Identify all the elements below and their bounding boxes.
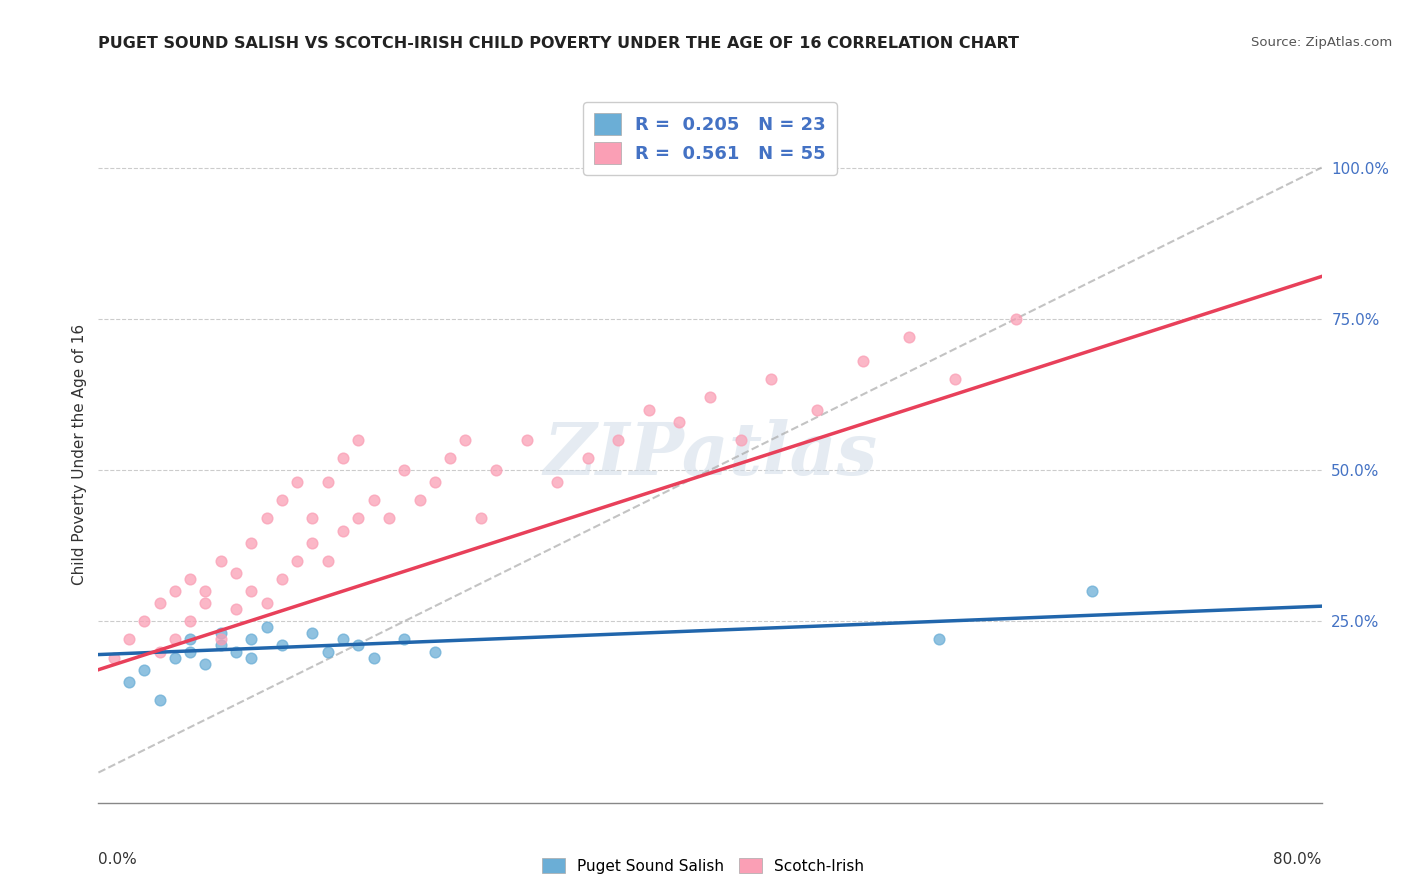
Point [943, 372, 966, 386]
Point [546, 475, 568, 490]
Point [270, 493, 292, 508]
Point [179, 644, 201, 658]
Point [163, 650, 186, 665]
Y-axis label: Child Poverty Under the Age of 16: Child Poverty Under the Age of 16 [72, 325, 87, 585]
Point [668, 415, 690, 429]
Point [470, 511, 492, 525]
Point [149, 644, 172, 658]
Point [225, 566, 247, 580]
Point [316, 554, 339, 568]
Point [423, 644, 446, 658]
Point [576, 450, 599, 465]
Text: 80.0%: 80.0% [1274, 852, 1322, 866]
Point [332, 450, 354, 465]
Point [363, 650, 385, 665]
Point [378, 511, 401, 525]
Point [240, 535, 263, 549]
Point [392, 632, 416, 647]
Point [392, 463, 416, 477]
Point [332, 524, 354, 538]
Point [270, 639, 292, 653]
Point [607, 433, 630, 447]
Point [347, 511, 370, 525]
Point [149, 693, 172, 707]
Point [347, 433, 370, 447]
Point [699, 391, 721, 405]
Point [256, 596, 278, 610]
Point [363, 493, 385, 508]
Point [256, 511, 278, 525]
Point [194, 596, 217, 610]
Point [256, 620, 278, 634]
Point [149, 596, 172, 610]
Point [316, 644, 339, 658]
Point [332, 632, 354, 647]
Point [118, 632, 141, 647]
Text: ZIPatlas: ZIPatlas [543, 419, 877, 491]
Point [347, 639, 370, 653]
Text: 0.0%: 0.0% [98, 852, 138, 866]
Point [316, 475, 339, 490]
Point [759, 372, 782, 386]
Point [209, 639, 232, 653]
Point [163, 632, 186, 647]
Point [179, 572, 201, 586]
Point [103, 650, 125, 665]
Point [179, 615, 201, 629]
Point [806, 402, 828, 417]
Point [897, 330, 920, 344]
Point [163, 584, 186, 599]
Point [240, 584, 263, 599]
Point [194, 584, 217, 599]
Point [301, 511, 323, 525]
Point [285, 475, 308, 490]
Point [209, 626, 232, 640]
Point [1081, 584, 1104, 599]
Point [485, 463, 508, 477]
Point [730, 433, 752, 447]
Point [194, 657, 217, 671]
Point [423, 475, 446, 490]
Legend: R =  0.205   N = 23, R =  0.561   N = 55: R = 0.205 N = 23, R = 0.561 N = 55 [583, 103, 837, 175]
Point [516, 433, 538, 447]
Point [637, 402, 661, 417]
Point [225, 644, 247, 658]
Point [240, 632, 263, 647]
Point [209, 554, 232, 568]
Point [439, 450, 461, 465]
Point [1004, 311, 1026, 326]
Legend: Puget Sound Salish, Scotch-Irish: Puget Sound Salish, Scotch-Irish [536, 852, 870, 880]
Point [225, 602, 247, 616]
Point [209, 632, 232, 647]
Point [134, 615, 156, 629]
Text: Source: ZipAtlas.com: Source: ZipAtlas.com [1251, 36, 1392, 49]
Point [454, 433, 477, 447]
Point [270, 572, 292, 586]
Point [928, 632, 950, 647]
Point [240, 650, 263, 665]
Point [301, 535, 323, 549]
Point [134, 663, 156, 677]
Point [301, 626, 323, 640]
Point [408, 493, 430, 508]
Text: PUGET SOUND SALISH VS SCOTCH-IRISH CHILD POVERTY UNDER THE AGE OF 16 CORRELATION: PUGET SOUND SALISH VS SCOTCH-IRISH CHILD… [98, 36, 1019, 51]
Point [852, 354, 875, 368]
Point [179, 632, 201, 647]
Point [118, 674, 141, 689]
Point [285, 554, 308, 568]
